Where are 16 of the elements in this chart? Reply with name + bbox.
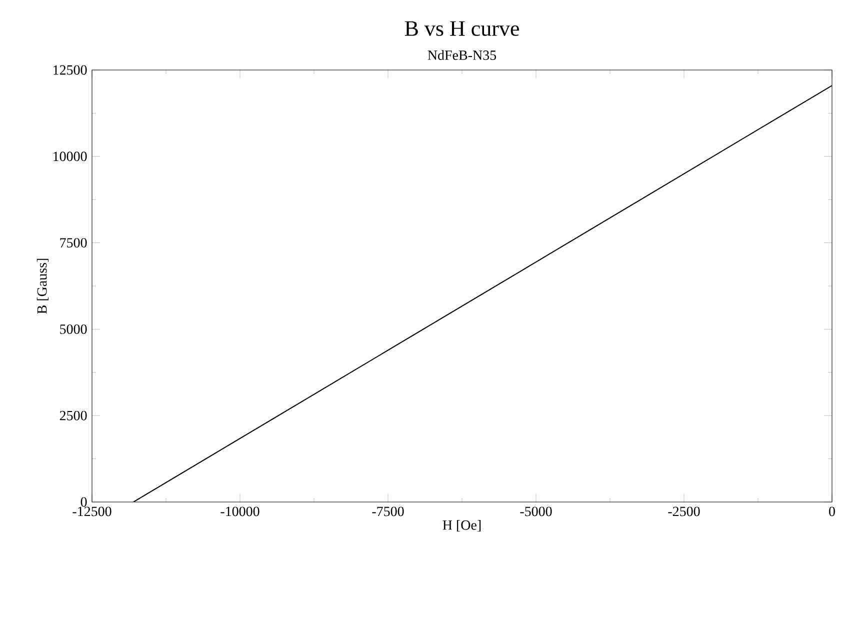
x-axis-title: H [Oe] [442, 520, 481, 532]
x-tick-label: -7500 [372, 506, 404, 516]
chart-title: B vs H curve [404, 21, 519, 36]
x-tick-label: -2500 [668, 506, 700, 516]
y-axis-title: B [Gauss] [36, 258, 48, 314]
x-tick-label: 0 [829, 506, 835, 516]
y-tick-label: 7500 [60, 238, 87, 248]
y-tick-label: 10000 [54, 152, 87, 162]
x-tick-label: -5000 [520, 506, 552, 516]
x-tick-label: -12500 [72, 506, 112, 516]
chart-subtitle: NdFeB-N35 [428, 50, 496, 60]
y-tick-label: 2500 [60, 410, 87, 420]
y-tick-label: 0 [80, 497, 87, 507]
x-tick-label: -10000 [220, 506, 260, 516]
y-tick-label: 5000 [60, 324, 87, 334]
y-tick-label: 12500 [54, 65, 87, 75]
